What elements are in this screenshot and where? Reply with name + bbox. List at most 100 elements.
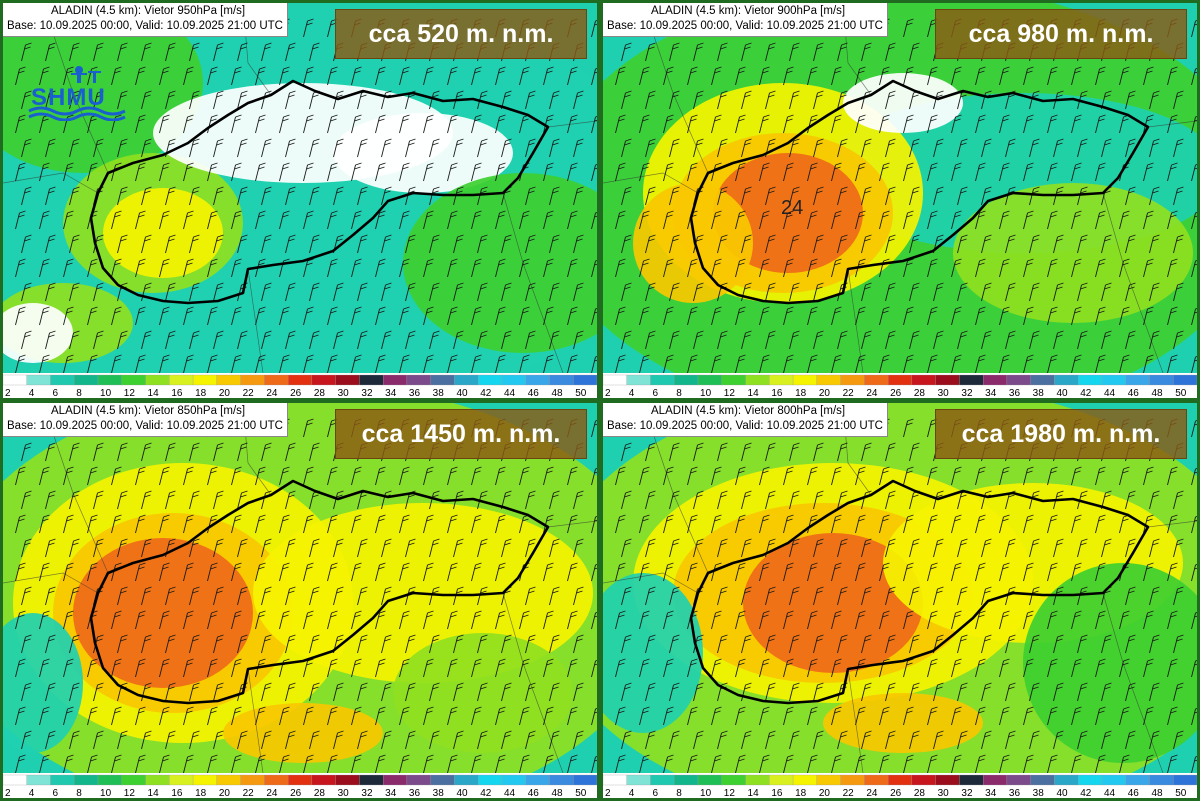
wind-barb: [375, 258, 386, 278]
wind-barb: [549, 490, 560, 510]
wind-barb: [567, 66, 578, 86]
wind-speed-zone: [843, 73, 963, 133]
wind-barb: [783, 210, 794, 230]
wind-barb: [519, 210, 530, 230]
wind-barb: [141, 330, 152, 350]
wind-barb: [117, 42, 128, 62]
wind-barb: [957, 586, 968, 606]
legend-swatch: [959, 374, 984, 386]
wind-barb: [39, 754, 50, 773]
wind-barb: [357, 186, 368, 206]
legend-tick-label: 50: [575, 388, 587, 398]
wind-barb: [165, 42, 176, 62]
legend-tick-label: 14: [148, 388, 160, 398]
wind-barb: [189, 634, 200, 654]
legend-swatch: [525, 774, 550, 786]
wind-barb: [1119, 706, 1130, 726]
wind-barb: [1071, 210, 1082, 230]
wind-barb: [735, 66, 746, 86]
logo-text: SHMU: [31, 84, 106, 111]
wind-barb: [1005, 586, 1016, 606]
wind-barb: [39, 514, 50, 534]
wind-barb: [333, 138, 344, 158]
wind-barb: [375, 114, 386, 134]
wind-barb: [87, 306, 98, 326]
wind-barb: [741, 538, 752, 558]
wind-barb: [333, 186, 344, 206]
wind-barb: [621, 538, 632, 558]
wind-barb: [87, 658, 98, 678]
wind-barb: [333, 538, 344, 558]
neighbor-border: [847, 668, 864, 773]
wind-barb: [69, 586, 80, 606]
wind-barb: [477, 538, 488, 558]
wind-barb: [1173, 490, 1184, 510]
wind-barb: [63, 610, 74, 630]
legend-tick-label: 10: [700, 388, 712, 398]
wind-barb: [717, 442, 728, 462]
wind-barb: [117, 234, 128, 254]
wind-barb: [207, 114, 218, 134]
country-border: [89, 479, 550, 705]
wind-barb: [813, 330, 824, 350]
wind-barb: [165, 234, 176, 254]
legend-tick-label: 18: [195, 388, 207, 398]
wind-barb: [933, 330, 944, 350]
wind-barb: [501, 282, 512, 302]
wind-barb: [213, 90, 224, 110]
panel-header: ALADIN (4.5 km): Vietor 850hPa [m/s] Bas…: [3, 403, 288, 437]
wind-barb: [519, 354, 530, 373]
wind-barb: [309, 282, 320, 302]
wind-barb: [327, 706, 338, 726]
wind-barb: [717, 586, 728, 606]
wind-barb: [303, 66, 314, 86]
legend-tick-label: 16: [171, 388, 183, 398]
wind-barb: [1191, 260, 1197, 278]
legend-swatch: [501, 374, 526, 386]
wind-barb: [1167, 306, 1178, 326]
wind-speed-zone: [633, 183, 753, 303]
wind-barb: [1077, 682, 1088, 702]
legend-tick-label: 12: [724, 788, 736, 798]
wind-barb: [1071, 354, 1082, 373]
wind-barb: [663, 466, 674, 486]
wind-barb: [687, 562, 698, 582]
wind-barb: [663, 114, 674, 134]
legend-swatch: [264, 774, 289, 786]
legend-swatch: [721, 374, 746, 386]
wind-barb: [159, 210, 170, 230]
wind-barb: [375, 562, 386, 582]
wind-barb: [1095, 66, 1106, 86]
wind-barb: [327, 658, 338, 678]
wind-barb: [63, 754, 74, 773]
wind-barb: [903, 354, 914, 373]
wind-barb: [183, 210, 194, 230]
wind-barb: [909, 42, 920, 62]
wind-barb: [711, 306, 722, 326]
wind-barb: [141, 90, 152, 110]
wind-barb: [831, 466, 842, 486]
wind-barb: [1077, 330, 1088, 350]
wind-barb: [1119, 354, 1130, 373]
wind-barb: [279, 466, 290, 486]
wind-barb: [741, 586, 752, 606]
wind-barb: [399, 306, 410, 326]
wind-barb: [189, 186, 200, 206]
wind-barb: [375, 754, 386, 773]
wind-barb: [615, 466, 626, 486]
wind-barb: [735, 754, 746, 773]
wind-barb: [429, 282, 440, 302]
wind-barb: [309, 234, 320, 254]
wind-barb: [1125, 330, 1136, 350]
wind-map-850hpa: [3, 403, 597, 773]
wind-barb: [669, 234, 680, 254]
wind-barb: [855, 562, 866, 582]
legend-tick-label: 40: [456, 788, 468, 798]
country-border: [89, 79, 550, 305]
map-panel-850hpa: ALADIN (4.5 km): Vietor 850hPa [m/s] Bas…: [3, 403, 597, 798]
wind-barb: [567, 610, 578, 630]
wind-barb: [159, 354, 170, 373]
wind-barb: [879, 306, 890, 326]
run-info: Base: 10.09.2025 00:00, Valid: 10.09.202…: [7, 20, 283, 32]
wind-barb: [1023, 514, 1034, 534]
